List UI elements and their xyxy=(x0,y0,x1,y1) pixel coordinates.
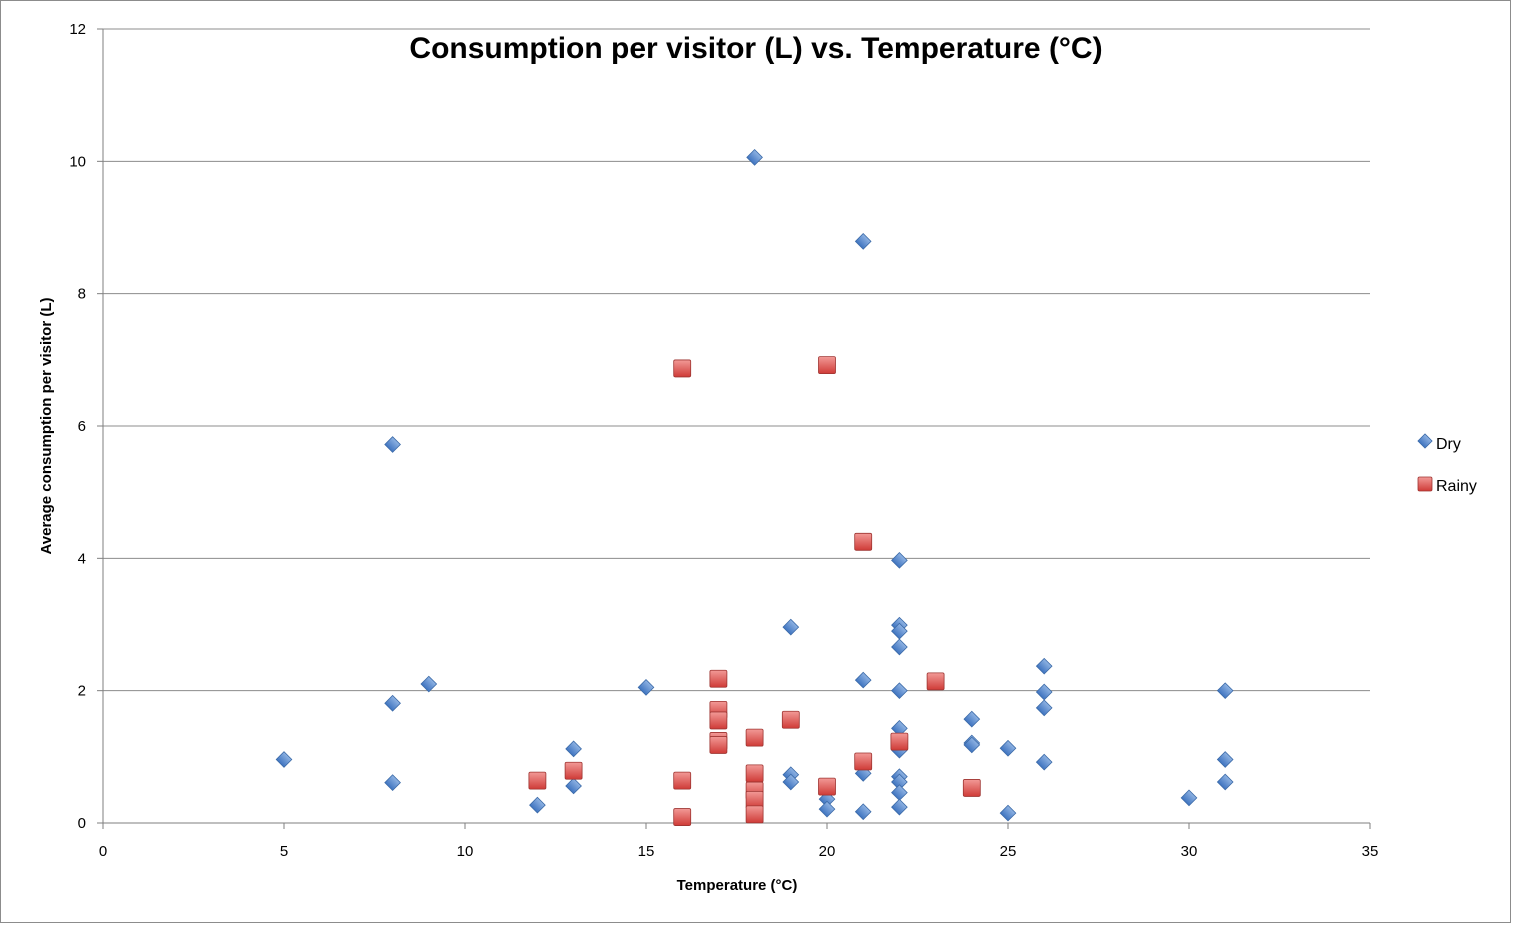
point-dry xyxy=(565,777,582,795)
point-dry xyxy=(891,551,908,569)
x-tick-label: 0 xyxy=(99,843,107,860)
legend-marker-dry xyxy=(1417,433,1433,449)
legend-item-rainy: Rainy xyxy=(1417,476,1477,495)
axes xyxy=(97,28,1371,829)
x-tick-label: 5 xyxy=(280,843,288,860)
point-dry xyxy=(1035,657,1053,675)
x-tick-label: 15 xyxy=(638,843,655,860)
x-tick-label: 35 xyxy=(1362,843,1379,860)
data-points xyxy=(275,149,1234,826)
point-dry xyxy=(565,740,582,758)
point-dry xyxy=(1180,789,1198,807)
point-rainy xyxy=(962,779,981,797)
gridlines xyxy=(103,28,1370,692)
point-rainy xyxy=(709,736,728,754)
y-axis-title: Average consumption per visitor (L) xyxy=(38,298,55,555)
point-rainy xyxy=(709,669,728,688)
point-dry xyxy=(999,739,1017,757)
point-rainy xyxy=(818,356,836,375)
point-rainy xyxy=(926,672,945,691)
legend-item-dry: Dry xyxy=(1417,433,1461,453)
point-dry xyxy=(275,751,293,768)
point-dry xyxy=(891,720,908,737)
point-dry xyxy=(963,736,981,754)
point-dry xyxy=(963,710,981,728)
point-rainy xyxy=(781,710,800,729)
point-rainy xyxy=(890,732,909,751)
y-tick-label: 4 xyxy=(78,550,86,567)
point-dry xyxy=(999,804,1017,822)
chart-title: Consumption per visitor (L) vs. Temperat… xyxy=(409,32,1102,65)
point-dry xyxy=(1216,773,1234,791)
point-dry xyxy=(420,675,438,693)
point-dry xyxy=(891,638,908,656)
point-dry xyxy=(854,803,872,821)
legend-marker-rainy xyxy=(1417,476,1433,492)
point-rainy xyxy=(854,532,873,551)
point-dry xyxy=(1035,683,1053,701)
legend-label-dry: Dry xyxy=(1436,436,1461,453)
point-rainy xyxy=(745,805,764,824)
point-rainy xyxy=(818,777,836,796)
x-tick-label: 20 xyxy=(819,843,836,860)
y-tick-label: 8 xyxy=(78,286,86,303)
point-rainy xyxy=(528,771,547,790)
series-rainy xyxy=(528,356,981,826)
point-dry xyxy=(1035,699,1053,717)
tick-labels: 0 2 4 6 8 10 12 0 5 10 15 20 25 30 35 xyxy=(69,21,1378,860)
point-dry xyxy=(529,796,546,814)
point-dry xyxy=(854,671,872,689)
y-tick-label: 12 xyxy=(69,21,86,38)
y-tick-label: 2 xyxy=(78,683,86,700)
series-dry xyxy=(275,149,1234,822)
x-tick-label: 10 xyxy=(457,843,474,860)
x-tick-label: 30 xyxy=(1181,843,1198,860)
point-dry xyxy=(637,679,655,696)
point-dry xyxy=(384,774,401,791)
point-dry xyxy=(891,622,908,640)
point-rainy xyxy=(564,761,583,780)
point-rainy xyxy=(673,359,692,378)
point-rainy xyxy=(854,752,873,771)
y-tick-label: 0 xyxy=(78,815,86,832)
point-rainy xyxy=(745,728,764,747)
x-tick-label: 25 xyxy=(1000,843,1017,860)
point-dry xyxy=(384,694,401,712)
legend: Dry Rainy xyxy=(1417,433,1477,495)
point-dry xyxy=(891,682,908,700)
point-dry xyxy=(1216,751,1234,768)
point-dry xyxy=(1035,753,1053,771)
point-dry xyxy=(891,773,908,791)
point-dry xyxy=(818,800,836,818)
point-dry xyxy=(1216,682,1234,700)
point-dry xyxy=(782,773,800,791)
y-tick-label: 10 xyxy=(69,153,86,170)
point-dry xyxy=(891,798,908,816)
point-dry xyxy=(854,233,872,250)
point-rainy xyxy=(673,771,692,790)
point-rainy xyxy=(709,711,728,730)
x-axis-title: Temperature (°C) xyxy=(677,877,798,894)
point-dry xyxy=(384,436,401,453)
point-rainy xyxy=(745,764,764,783)
point-rainy xyxy=(673,808,692,826)
point-dry xyxy=(891,784,908,801)
y-tick-label: 6 xyxy=(78,418,86,435)
point-dry xyxy=(746,149,763,166)
legend-label-rainy: Rainy xyxy=(1436,478,1477,495)
point-dry xyxy=(782,618,800,636)
